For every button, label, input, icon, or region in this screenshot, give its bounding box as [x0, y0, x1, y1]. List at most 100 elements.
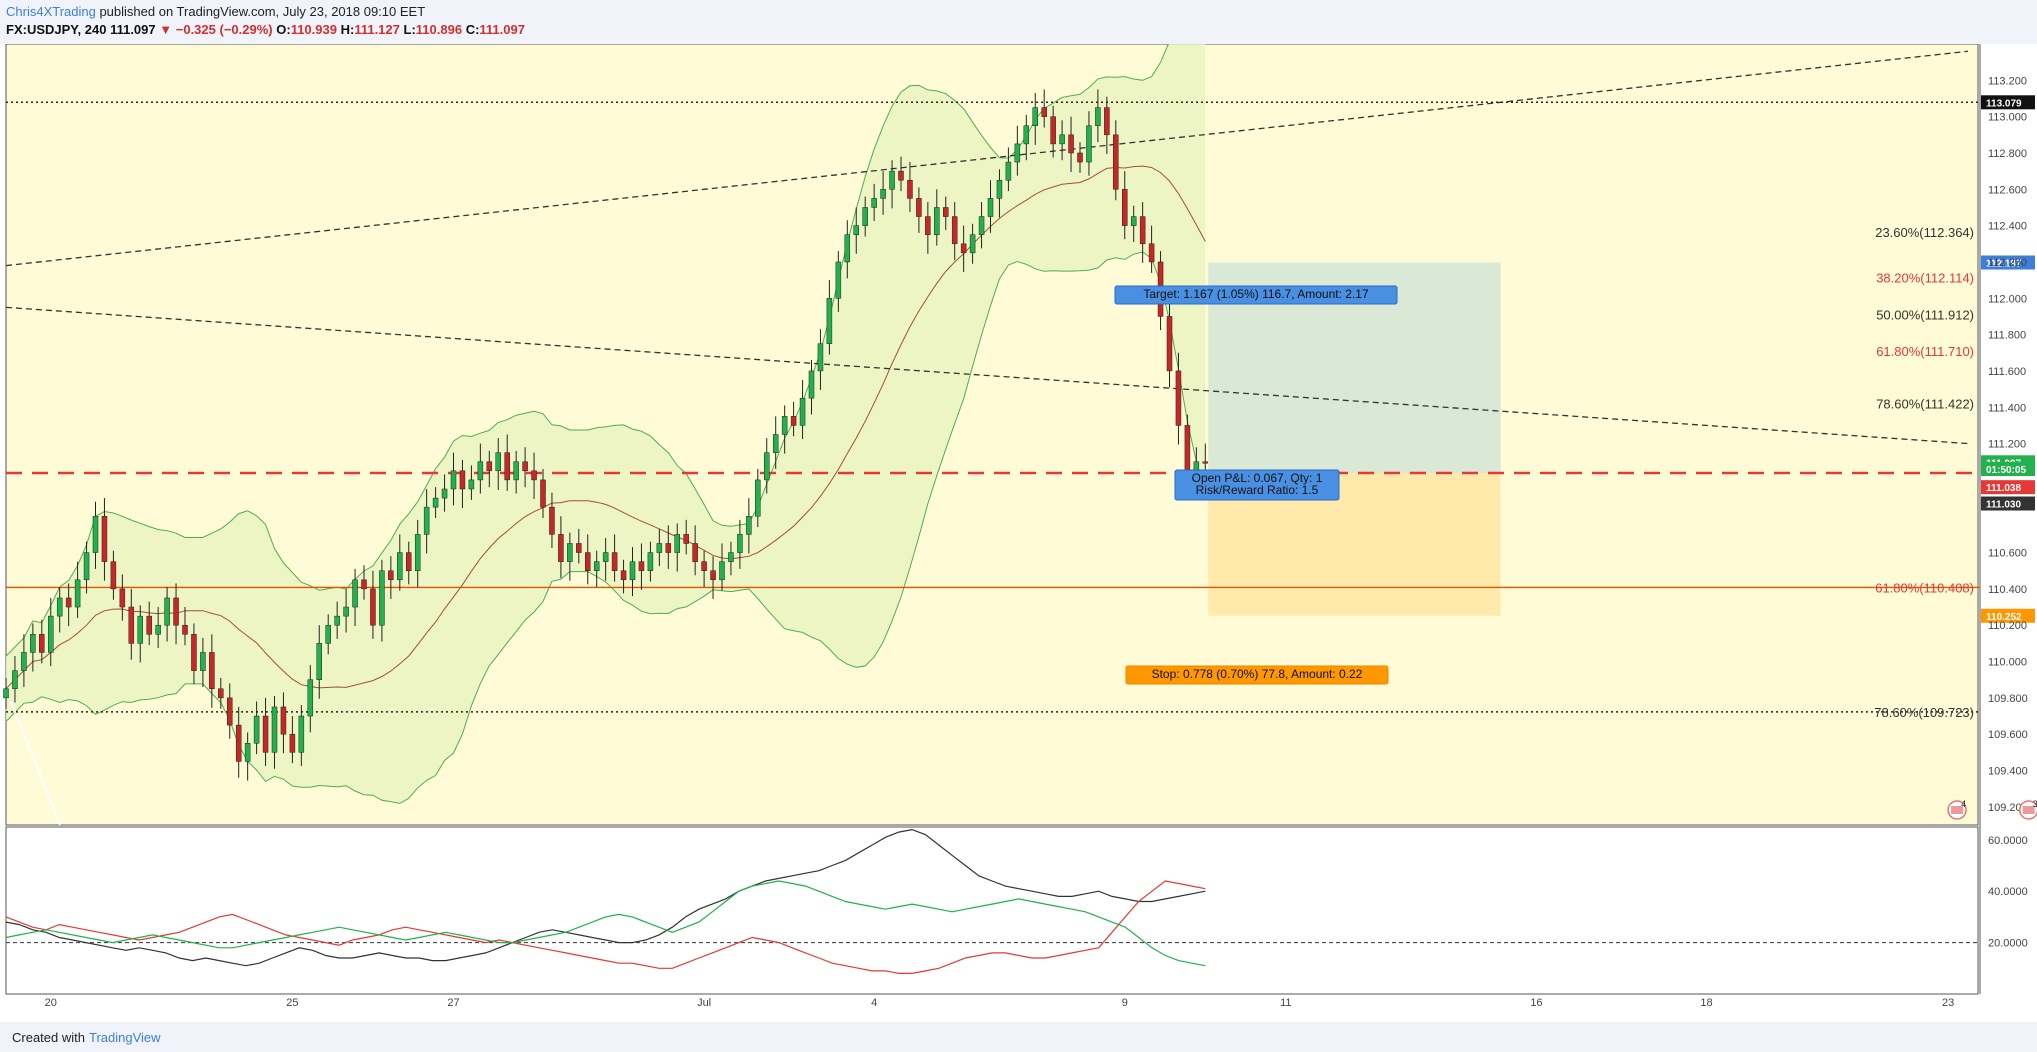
candle-down	[361, 579, 367, 590]
indicator-axis-tick: 20.0000	[1988, 938, 2028, 950]
created-with-text: Created with	[12, 1030, 85, 1045]
candle-up	[728, 552, 734, 562]
price-axis-tick: 112.800	[1988, 148, 2027, 160]
time-axis-tick: 25	[286, 997, 298, 1009]
indicator-axis-tick: 60.0000	[1988, 835, 2028, 847]
target-label: Target: 1.167 (1.05%) 116.7, Amount: 2.1…	[1114, 285, 1398, 305]
time-axis[interactable]: 202527Jul49111618232530Aug68131520	[45, 997, 2037, 1009]
candle-up	[781, 416, 788, 435]
price-tag	[1981, 608, 2035, 623]
indicator-axis-tick: 40.0000	[1988, 886, 2028, 898]
candle-down	[227, 697, 233, 726]
candle-up	[74, 579, 81, 608]
candle-down	[620, 570, 627, 581]
time-axis-tick: 11	[1280, 997, 1291, 1009]
indicator-pane[interactable]: 60.0000 40.0000 20.0000	[5, 826, 2028, 995]
candle-down	[110, 561, 117, 590]
fib-level-label: 78.60%(111.422)	[1876, 396, 1974, 411]
candle-up	[325, 624, 331, 644]
last-price: 111.097	[110, 22, 156, 37]
candle-down	[951, 216, 958, 245]
price-axis-tick: 110.000	[1988, 657, 2027, 669]
us-flag-stripes-icon	[1951, 806, 1964, 814]
candle-down	[638, 561, 645, 571]
falling-trendline	[5, 306, 1969, 445]
stop-label: Stop: 0.778 (0.70%) 77.8, Amount: 0.22	[1125, 665, 1389, 685]
symbol-label[interactable]: FX:USDJPY, 240	[6, 22, 107, 37]
indicator-series-1	[5, 880, 1206, 975]
candle-down	[209, 652, 215, 690]
main-price-pane[interactable]: 23.60%(112.364) 38.20%(112.114) 50.00%(111…	[0, 44, 2037, 1022]
event-count: 4	[1961, 799, 1966, 809]
price-tag	[1981, 462, 2035, 477]
down-arrow-icon: ▼	[159, 22, 173, 37]
pnl-label-text: Open P&L: 0.067, Qty: 1	[1192, 471, 1323, 485]
target-label-box	[1114, 285, 1398, 305]
price-axis-tick: 113.000	[1988, 112, 2027, 124]
candle-up	[12, 670, 18, 690]
candle-up	[397, 552, 403, 581]
candle-down	[128, 606, 135, 644]
candle-up	[817, 343, 824, 372]
fib-level-label: 38.20%(112.114)	[1876, 271, 1974, 286]
indicator-series-2	[5, 880, 1206, 967]
open-value: 110.939	[290, 22, 337, 37]
bollinger-band-fill	[6, 44, 1206, 804]
candle-down	[39, 634, 45, 653]
price-tag-label: 111.030	[1986, 500, 2021, 511]
candle-down	[101, 515, 108, 562]
candle-up	[477, 461, 484, 481]
close-label: C:	[465, 22, 480, 37]
candle-up	[969, 234, 976, 254]
low-label: L:	[403, 22, 416, 37]
tradingview-logo-link[interactable]: TradingView	[89, 1030, 161, 1045]
candle-up	[880, 189, 886, 199]
candle-up	[423, 506, 430, 535]
fib-level-label: 78.60%(109.723)	[1874, 705, 1974, 720]
candle-down	[388, 570, 394, 581]
diagonal-guide	[10, 701, 61, 826]
high-label: H:	[340, 22, 355, 37]
candle-up	[92, 515, 99, 553]
candle-up	[495, 452, 501, 472]
candle-up	[647, 552, 654, 571]
candle-up	[835, 261, 842, 299]
price-axis-tick: 110.200	[1988, 620, 2027, 632]
price-axis-tick: 111.600	[1988, 366, 2026, 378]
candle-up	[996, 179, 1003, 199]
bollinger-upper-line	[5, 44, 1169, 657]
candle-down	[611, 552, 618, 571]
candle-up	[1023, 125, 1030, 145]
fib-level-label: 23.60%(112.364)	[1875, 225, 1974, 240]
candle-down	[1148, 243, 1155, 263]
candle-down	[262, 715, 269, 753]
candle-down	[710, 570, 716, 581]
candle-up	[1193, 461, 1200, 472]
candle-up	[379, 570, 385, 626]
candle-up	[343, 606, 349, 617]
candle-down	[1139, 216, 1146, 245]
candle-down	[558, 534, 564, 562]
time-axis-tick: 23	[1942, 997, 1954, 1009]
rising-trendline	[5, 50, 1969, 267]
candle-up	[602, 552, 609, 562]
candle-down	[1050, 116, 1056, 145]
price-axis-tick: 109.400	[1988, 766, 2028, 778]
candle-down	[540, 479, 546, 508]
chart-canvas[interactable]: 23.60%(112.364) 38.20%(112.114) 50.00%(111…	[0, 44, 2037, 1022]
candle-up	[799, 397, 806, 426]
price-tag-label: 112.197	[1986, 258, 2022, 269]
candle-down	[191, 634, 197, 671]
candle-up	[3, 688, 9, 699]
price-axis-tick: 112.200	[1988, 257, 2027, 269]
author-link[interactable]: Chris4XTrading	[6, 4, 96, 19]
time-axis-tick: 18	[1700, 997, 1712, 1009]
candle-down	[1184, 425, 1191, 472]
candle-up	[844, 234, 851, 263]
candle-up	[83, 552, 90, 581]
price-tag	[1981, 95, 2035, 110]
candle-down	[943, 207, 949, 217]
candle-up	[737, 534, 743, 553]
candle-up	[719, 561, 725, 581]
price-tag-label: 110.252	[1986, 612, 2022, 623]
